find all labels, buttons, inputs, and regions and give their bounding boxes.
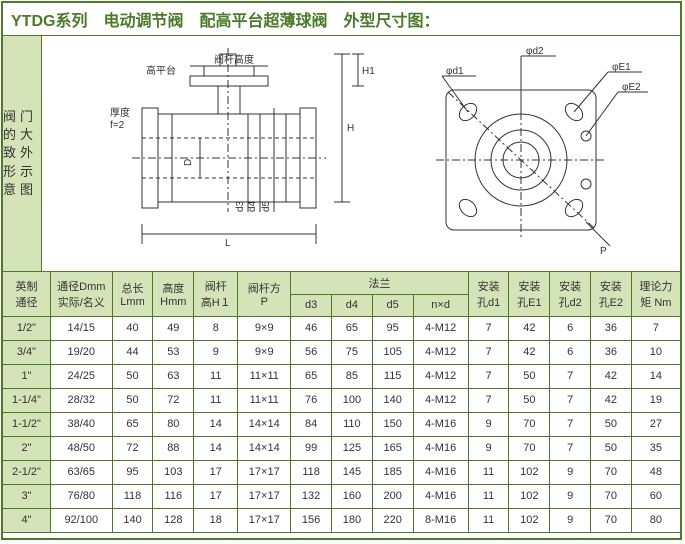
svg-text:φE2: φE2 [622, 82, 641, 93]
table-row: 3/4"19/20445399×956751054-M1274263610 [3, 340, 680, 364]
svg-text:P: P [600, 246, 607, 257]
svg-text:高平台: 高平台 [146, 64, 176, 77]
table-row: 2"48/5072881414×14991251654-M1697075035 [3, 436, 680, 460]
svg-text:f=2: f=2 [110, 120, 125, 131]
svg-text:H: H [347, 123, 354, 134]
table-row: 1"24/2550631111×1165851154-M1275074214 [3, 364, 680, 388]
svg-text:d4: d4 [247, 200, 258, 212]
diagram-area: L H H1 高平台 阀杆高度 厚度 f=2 D d3 d4 d5 [42, 36, 680, 271]
table-row: 1-1/4"28/3250721111×11761001404-M1275074… [3, 388, 680, 412]
page-title: YTDG系列 电动调节阀 配高平台超薄球阀 外型尺寸图： [3, 3, 680, 36]
svg-text:φE1: φE1 [612, 62, 631, 73]
table-row: 2-1/2"63/65951031717×171181451854-M16111… [3, 460, 680, 484]
svg-text:H1: H1 [362, 66, 375, 77]
valve-top-diagram: φd1 φd2 φE1 φE2 P [376, 36, 680, 271]
dimensions-table: 英制通径 通径Dmm实际/名义 总长Lmm 高度Hmm 阀杆高H１ 阀杆方P 法… [3, 272, 680, 533]
svg-text:φd1: φd1 [446, 66, 464, 77]
svg-text:d3: d3 [235, 200, 246, 212]
table-row: 3"76/801181161717×171321602004-M16111029… [3, 484, 680, 508]
svg-text:d5: d5 [261, 200, 272, 212]
svg-text:φd2: φd2 [526, 46, 544, 57]
svg-text:L: L [225, 238, 231, 249]
valve-side-diagram: L H H1 高平台 阀杆高度 厚度 f=2 D d3 d4 d5 [42, 36, 376, 271]
svg-text:D: D [183, 159, 194, 166]
table-row: 1-1/2"38/4065801414×14841101504-M1697075… [3, 412, 680, 436]
svg-text:厚度: 厚度 [110, 106, 130, 119]
table-row: 4"92/1001401281817×171561802208-M1611102… [3, 508, 680, 532]
svg-text:阀杆高度: 阀杆高度 [214, 53, 254, 66]
diagram-caption: 阀门的大致外形示意图 [3, 36, 42, 271]
table-row: 1/2"14/15404989×94665954-M127426367 [3, 316, 680, 340]
